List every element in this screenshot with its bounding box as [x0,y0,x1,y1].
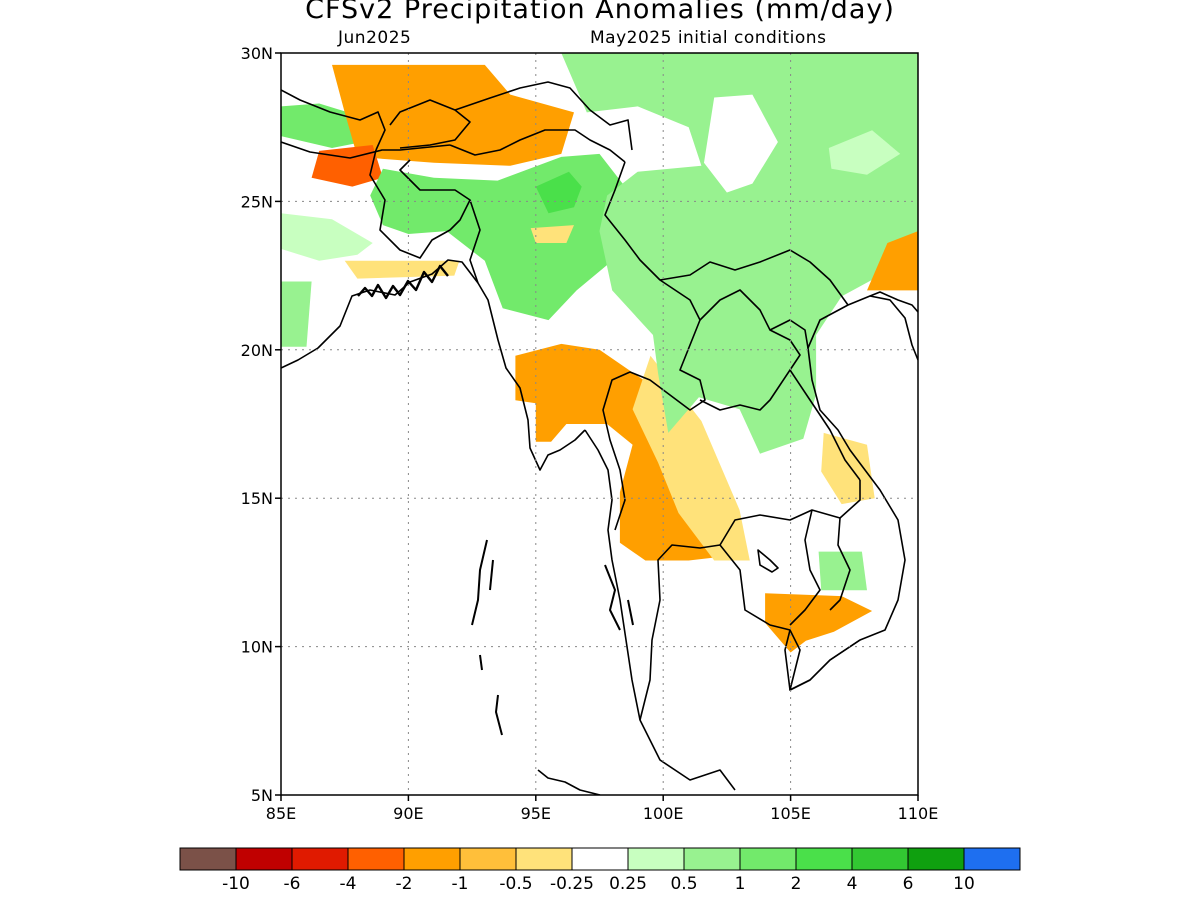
colorbar-label: -6 [284,874,301,894]
anomaly-region-vietnam-yellow [821,432,875,505]
sundarbans-delta [357,264,449,300]
anomaly-region-myanmar-yellow [530,225,574,243]
colorbar-label: 10 [953,874,975,894]
colorbar-swatch [851,847,909,871]
border-cambodia-vietnam [789,509,851,626]
andaman-islands [471,539,503,736]
anomaly-region-south-china-orange [867,231,918,291]
anomaly-region-thai-yellow [632,355,750,561]
border-myanmar-west [469,199,481,284]
border-bangladesh [369,149,471,259]
border-china-laos-vietnam [659,249,849,306]
colorbar-swatch [291,847,349,871]
forecast-month-label: Jun2025 [338,28,412,48]
anomaly-region-odisha-green [281,281,312,347]
plot-frame [280,52,919,796]
border-china-india-northeast [454,81,633,151]
coastline-gulf-of-thailand [639,295,918,721]
map-title: CFSv2 Precipitation Anomalies (mm/day) [305,0,895,25]
colorbar-swatch [179,847,237,871]
border-thailand-cambodia [719,480,861,546]
colorbar-label: 0.25 [609,874,647,894]
lon-tick-label: 100E [643,804,684,823]
axis-ticks [275,52,919,801]
mekong-delta-coast [784,629,861,691]
anomaly-region-china-light-patch [828,130,901,175]
colorbar-swatch [403,847,461,871]
lat-tick-label: 20N [241,341,273,360]
colorbar: -10 -6 -4 -2 -1 -0.5 -0.25 0.25 0.5 1 2 4 6 10 [179,847,1021,894]
anomaly-fields [281,53,918,653]
colorbar-swatch [347,847,405,871]
colorbar-label: -0.5 [499,874,532,894]
coastline-andaman-sea [584,429,736,791]
lat-tick-label: 5N [251,786,273,805]
map-gridlines [281,53,918,795]
lon-tick-label: 105E [770,804,811,823]
axis-tick-labels: 85E 90E 95E 100E 105E 110E 5N 10N 15N 20N 25N 30N [241,44,939,823]
border-laos-thailand [699,289,801,411]
border-northeast-india [449,129,626,163]
colorbar-label: 6 [903,874,914,894]
colorbar-swatch [627,847,685,871]
colorbar-label: -1 [452,874,469,894]
coastline-south-china [869,291,918,313]
colorbar-swatch [795,847,853,871]
colorbar-swatch [515,847,573,871]
colorbar-label: -4 [340,874,357,894]
sumatra-tip [537,769,601,795]
colorbar-swatch [963,847,1021,871]
border-myanmar-east [602,161,706,531]
mergui-islands [604,564,634,631]
lon-tick-label: 85E [266,804,296,823]
colorbar-label: -0.25 [550,874,594,894]
colorbar-label: 4 [847,874,858,894]
colorbar-label: -10 [222,874,250,894]
border-bhutan [389,99,471,149]
border-laos-vietnam [769,319,861,481]
anomaly-region-china-white-gap [704,94,778,193]
coastlines-and-borders [281,81,918,795]
colorbar-swatch [571,847,629,871]
lat-tick-label: 30N [241,44,273,63]
border-nepal-china-india [281,141,451,159]
anomaly-region-myanmar-dark-green [535,171,582,214]
colorbar-swatch [739,847,797,871]
lat-tick-label: 25N [241,192,273,211]
colorbar-label: 0.5 [670,874,697,894]
colorbar-label: 2 [791,874,802,894]
anomaly-region-cambodia-orange [765,593,873,653]
lon-tick-label: 90E [393,804,423,823]
anomaly-region-cambodia-green [818,551,867,591]
anomaly-region-himalaya-orange [332,64,574,166]
colorbar-label: 1 [735,874,746,894]
lat-tick-label: 10N [241,638,273,657]
colorbar-swatch [459,847,517,871]
colorbar-swatch [907,847,965,871]
initial-conditions-label: May2025 initial conditions [590,28,827,48]
tonle-sap-lake [757,549,779,573]
lat-tick-label: 15N [241,489,273,508]
anomaly-region-assam-green [370,153,638,321]
colorbar-swatch [683,847,741,871]
lon-tick-label: 95E [521,804,551,823]
colorbar-swatch [235,847,293,871]
anomaly-region-bengal-light-green [281,213,373,261]
lon-tick-label: 110E [898,804,939,823]
colorbar-label: -2 [396,874,413,894]
anomaly-region-china-green [561,53,918,454]
border-nepal-india [281,89,386,151]
